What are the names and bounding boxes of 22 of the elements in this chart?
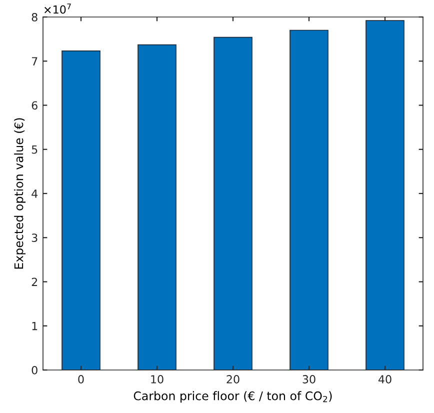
y-tick-label: 6 <box>32 101 38 110</box>
y-tick-label: 7 <box>32 57 38 66</box>
y-tick-label: 0 <box>32 366 38 374</box>
y-tick-label: 3 <box>32 234 38 242</box>
bar <box>214 36 252 370</box>
y-axis-title: Expected option value (€) <box>14 118 26 269</box>
bar <box>138 44 176 370</box>
x-tick-label: 30 <box>302 375 316 384</box>
bar <box>366 20 404 370</box>
y-tick-label: 4 <box>32 190 38 198</box>
x-tick-label: 40 <box>378 375 392 384</box>
y-tick-label: 5 <box>32 145 38 154</box>
x-tick-label: 0 <box>78 375 84 384</box>
text: ×10$^{7}$ <box>44 4 71 14</box>
x-tick-label: 10 <box>151 375 164 384</box>
y-tick-label: 1 <box>32 322 38 330</box>
y-tick-label: 2 <box>32 278 38 286</box>
bar <box>62 50 100 370</box>
x-tick-label: 20 <box>226 375 240 384</box>
bar <box>290 30 328 370</box>
y-tick-label: 8 <box>32 12 38 22</box>
x-axis-title: Carbon price floor (€ / ton of CO$_{2}$) <box>134 391 332 403</box>
